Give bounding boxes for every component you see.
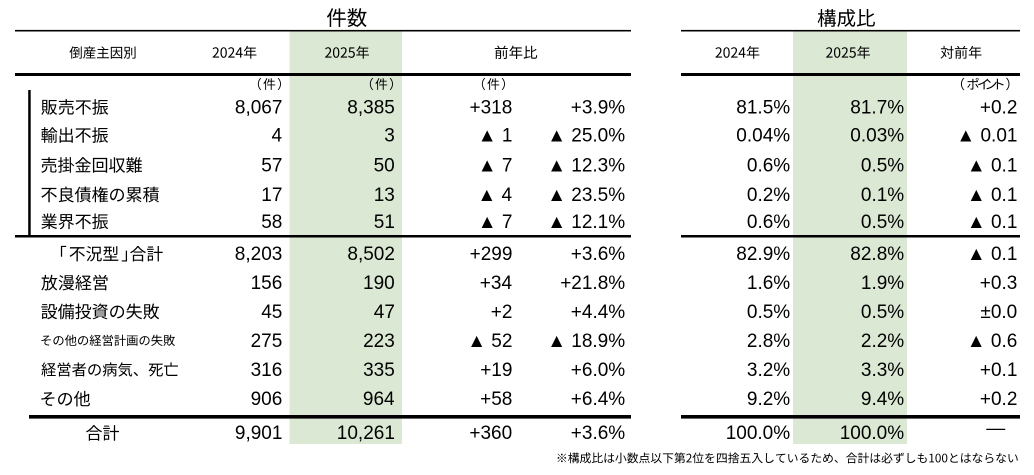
svg-text:▲ 0.1: ▲ 0.1 bbox=[967, 156, 1018, 177]
svg-text:0.6%: 0.6% bbox=[747, 212, 790, 233]
svg-text:▲ 7: ▲ 7 bbox=[478, 212, 513, 233]
svg-text:▲ 12.1%: ▲ 12.1% bbox=[547, 212, 625, 233]
svg-text:0.04%: 0.04% bbox=[736, 126, 790, 147]
svg-text:906: 906 bbox=[251, 389, 283, 410]
svg-text:1.6%: 1.6% bbox=[747, 273, 790, 294]
svg-text:964: 964 bbox=[363, 389, 395, 410]
svg-text:▲ 18.9%: ▲ 18.9% bbox=[547, 331, 625, 352]
svg-text:2.8%: 2.8% bbox=[747, 331, 790, 352]
svg-text:+58: +58 bbox=[480, 389, 512, 410]
svg-text:+360: +360 bbox=[469, 423, 512, 444]
svg-text:0.1%: 0.1% bbox=[861, 185, 904, 206]
svg-text:+34: +34 bbox=[480, 273, 513, 294]
svg-text:9.2%: 9.2% bbox=[747, 389, 790, 410]
svg-text:▲ 12.3%: ▲ 12.3% bbox=[547, 156, 625, 177]
svg-text:8,502: 8,502 bbox=[347, 244, 395, 265]
svg-text:3.3%: 3.3% bbox=[861, 360, 904, 381]
svg-text:1.9%: 1.9% bbox=[861, 273, 904, 294]
svg-text:±0.0: ±0.0 bbox=[980, 302, 1017, 323]
svg-text:190: 190 bbox=[363, 273, 395, 294]
svg-text:8,385: 8,385 bbox=[347, 98, 395, 119]
svg-text:0.5%: 0.5% bbox=[747, 302, 790, 323]
svg-text:9.4%: 9.4% bbox=[861, 389, 904, 410]
svg-text:+3.6%: +3.6% bbox=[571, 244, 626, 265]
svg-text:▲ 23.5%: ▲ 23.5% bbox=[547, 185, 625, 206]
svg-text:0.5%: 0.5% bbox=[861, 212, 904, 233]
svg-text:0.03%: 0.03% bbox=[850, 126, 904, 147]
svg-text:51: 51 bbox=[374, 212, 395, 233]
svg-text:81.5%: 81.5% bbox=[736, 98, 790, 119]
svg-text:17: 17 bbox=[261, 185, 282, 206]
svg-text:82.8%: 82.8% bbox=[850, 244, 904, 265]
svg-text:10,261: 10,261 bbox=[337, 423, 395, 444]
svg-text:13: 13 bbox=[374, 185, 395, 206]
svg-text:▲ 0.1: ▲ 0.1 bbox=[967, 244, 1018, 265]
svg-text:47: 47 bbox=[374, 302, 395, 323]
svg-text:+2: +2 bbox=[491, 302, 513, 323]
svg-text:81.7%: 81.7% bbox=[850, 98, 904, 119]
svg-text:8,203: 8,203 bbox=[235, 244, 283, 265]
svg-text:▲ 4: ▲ 4 bbox=[477, 185, 512, 206]
svg-text:8,067: 8,067 bbox=[235, 98, 283, 119]
svg-text:—: — bbox=[986, 418, 1005, 439]
svg-text:45: 45 bbox=[261, 302, 282, 323]
svg-text:2.2%: 2.2% bbox=[861, 331, 904, 352]
svg-text:82.9%: 82.9% bbox=[736, 244, 790, 265]
svg-text:0.6%: 0.6% bbox=[747, 156, 790, 177]
svg-text:+6.4%: +6.4% bbox=[571, 389, 626, 410]
svg-text:+6.0%: +6.0% bbox=[571, 360, 626, 381]
svg-text:0.5%: 0.5% bbox=[861, 302, 904, 323]
svg-text:3.2%: 3.2% bbox=[747, 360, 790, 381]
svg-text:+0.3: +0.3 bbox=[980, 273, 1018, 294]
svg-text:▲ 0.01: ▲ 0.01 bbox=[956, 126, 1017, 147]
svg-text:+0.1: +0.1 bbox=[980, 360, 1018, 381]
svg-text:▲ 0.6: ▲ 0.6 bbox=[967, 331, 1018, 352]
svg-text:316: 316 bbox=[251, 360, 283, 381]
svg-text:▲ 1: ▲ 1 bbox=[478, 126, 513, 147]
svg-text:3: 3 bbox=[384, 126, 395, 147]
svg-text:+3.6%: +3.6% bbox=[571, 423, 626, 444]
svg-text:4: 4 bbox=[272, 126, 283, 147]
svg-text:+3.9%: +3.9% bbox=[571, 98, 626, 119]
svg-text:57: 57 bbox=[261, 155, 282, 176]
svg-text:+0.2: +0.2 bbox=[980, 389, 1018, 410]
svg-text:58: 58 bbox=[261, 212, 282, 233]
svg-text:9,901: 9,901 bbox=[235, 423, 283, 444]
svg-text:223: 223 bbox=[363, 331, 395, 352]
svg-text:100.0%: 100.0% bbox=[840, 423, 905, 444]
svg-text:0.5%: 0.5% bbox=[861, 156, 904, 177]
svg-text:▲ 7: ▲ 7 bbox=[478, 156, 513, 177]
svg-text:0.2%: 0.2% bbox=[747, 185, 790, 206]
svg-text:275: 275 bbox=[251, 331, 283, 352]
svg-text:+21.8%: +21.8% bbox=[560, 273, 625, 294]
svg-text:+299: +299 bbox=[470, 244, 513, 265]
svg-text:+19: +19 bbox=[480, 360, 512, 381]
svg-text:+0.2: +0.2 bbox=[980, 98, 1018, 119]
svg-text:▲ 52: ▲ 52 bbox=[467, 331, 512, 352]
svg-text:156: 156 bbox=[251, 273, 283, 294]
svg-text:100.0%: 100.0% bbox=[726, 423, 791, 444]
svg-text:335: 335 bbox=[363, 360, 395, 381]
svg-text:▲ 0.1: ▲ 0.1 bbox=[967, 212, 1018, 233]
svg-text:▲ 25.0%: ▲ 25.0% bbox=[547, 126, 625, 147]
svg-text:+4.4%: +4.4% bbox=[571, 302, 626, 323]
svg-text:▲ 0.1: ▲ 0.1 bbox=[967, 185, 1018, 206]
svg-text:+318: +318 bbox=[470, 98, 513, 119]
svg-text:50: 50 bbox=[374, 156, 395, 177]
